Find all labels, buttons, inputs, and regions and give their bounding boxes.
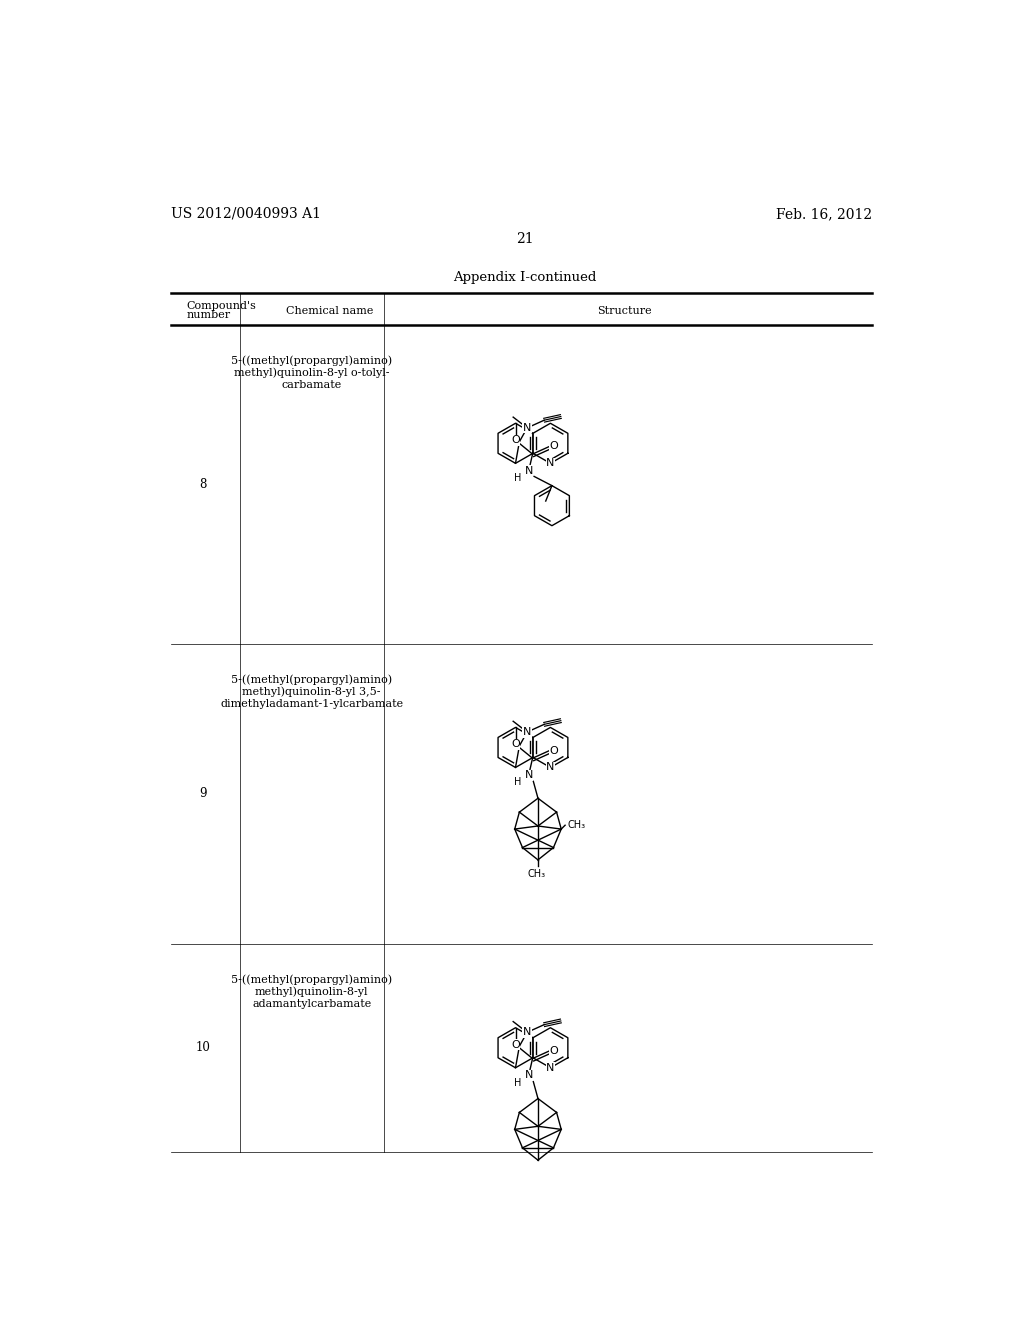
- Text: N: N: [523, 727, 531, 737]
- Text: 9: 9: [200, 787, 207, 800]
- Text: O: O: [550, 1045, 559, 1056]
- Text: number: number: [186, 310, 230, 319]
- Text: 5-((methyl(propargyl)amino)
methyl)quinolin-8-yl
adamantylcarbamate: 5-((methyl(propargyl)amino) methyl)quino…: [231, 974, 392, 1008]
- Text: O: O: [550, 746, 559, 755]
- Text: H: H: [514, 777, 521, 788]
- Text: CH₃: CH₃: [527, 869, 546, 879]
- Text: H: H: [514, 474, 521, 483]
- Text: 5-((methyl(propargyl)amino)
methyl)quinolin-8-yl o-tolyl-
carbamate: 5-((methyl(propargyl)amino) methyl)quino…: [231, 355, 392, 389]
- Text: N: N: [523, 422, 531, 433]
- Text: US 2012/0040993 A1: US 2012/0040993 A1: [171, 207, 321, 220]
- Text: N: N: [546, 763, 555, 772]
- Text: 8: 8: [200, 478, 207, 491]
- Text: Chemical name: Chemical name: [286, 306, 373, 317]
- Text: N: N: [524, 770, 532, 780]
- Text: Feb. 16, 2012: Feb. 16, 2012: [776, 207, 872, 220]
- Text: N: N: [523, 1027, 531, 1038]
- Text: H: H: [514, 1077, 521, 1088]
- Text: Structure: Structure: [597, 306, 651, 317]
- Text: 10: 10: [196, 1041, 211, 1055]
- Text: O: O: [511, 1040, 520, 1049]
- Text: O: O: [550, 441, 559, 451]
- Text: CH₃: CH₃: [567, 820, 586, 830]
- Text: 5-((methyl(propargyl)amino)
methyl)quinolin-8-yl 3,5-
dimethyladamant-1-ylcarbam: 5-((methyl(propargyl)amino) methyl)quino…: [220, 675, 403, 709]
- Text: Compound's: Compound's: [186, 301, 256, 310]
- Text: Appendix I-continued: Appendix I-continued: [453, 271, 597, 284]
- Text: N: N: [524, 1071, 532, 1081]
- Text: N: N: [546, 458, 555, 469]
- Text: N: N: [546, 1063, 555, 1073]
- Text: O: O: [511, 436, 520, 445]
- Text: N: N: [524, 466, 532, 477]
- Text: 21: 21: [516, 232, 534, 247]
- Text: O: O: [511, 739, 520, 750]
